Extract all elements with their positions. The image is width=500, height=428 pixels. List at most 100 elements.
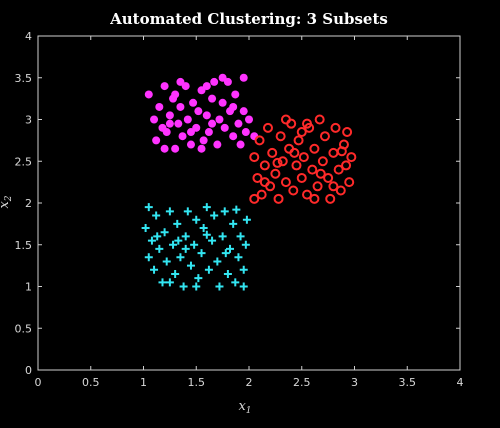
filled-circle-point bbox=[241, 128, 250, 137]
plus-point bbox=[210, 211, 219, 220]
y-tick-label: 3 bbox=[25, 114, 32, 127]
plus-point bbox=[152, 211, 161, 220]
plus-point bbox=[176, 253, 185, 262]
plus-point bbox=[192, 215, 201, 224]
plus-point bbox=[242, 215, 251, 224]
open-circle-point bbox=[317, 156, 328, 167]
x-tick-label: 4 bbox=[457, 376, 464, 389]
open-circle-point bbox=[341, 160, 352, 171]
plus-point bbox=[221, 249, 230, 258]
filled-circle-point bbox=[213, 140, 222, 149]
filled-circle-point bbox=[150, 115, 159, 124]
filled-circle-point bbox=[171, 144, 180, 153]
filled-circle-point bbox=[245, 115, 253, 124]
axis-ticks: 0 0.5 1 1.5 2 2.5 3 3.5 4 0 0.5 1 1.5 2 2.5 3 3.5 4 bbox=[15, 30, 464, 389]
plus-point bbox=[190, 240, 199, 249]
open-circle-point bbox=[346, 152, 357, 163]
open-circle-point bbox=[280, 114, 291, 125]
plus-point bbox=[234, 253, 243, 262]
plus-point bbox=[213, 257, 222, 266]
plus-point bbox=[204, 265, 213, 274]
y-axis-label-base: x bbox=[0, 201, 12, 209]
x-axis-label: x1 bbox=[238, 399, 251, 416]
plus-point bbox=[231, 278, 240, 287]
filled-circle-point bbox=[160, 82, 169, 91]
filled-circle-point bbox=[194, 107, 203, 116]
open-circle-point bbox=[293, 135, 304, 146]
x-tick-label: 0 bbox=[35, 376, 42, 389]
filled-circle-point bbox=[186, 140, 195, 149]
open-circle-point bbox=[273, 193, 284, 204]
filled-circle-point bbox=[229, 102, 238, 111]
x-tick-label: 3.5 bbox=[399, 376, 417, 389]
filled-circle-point bbox=[215, 115, 224, 124]
data-points bbox=[141, 73, 357, 291]
open-circle-point bbox=[319, 131, 330, 142]
open-circle-point bbox=[262, 122, 273, 133]
x-axis-label-base: x bbox=[238, 399, 246, 414]
plus-point bbox=[165, 278, 174, 287]
plus-point bbox=[153, 232, 162, 241]
y-tick-label: 1 bbox=[25, 281, 32, 294]
filled-circle-point bbox=[229, 132, 238, 141]
x-axis-label-subscript: 1 bbox=[246, 406, 252, 416]
plus-point bbox=[147, 236, 156, 245]
plus-point bbox=[169, 240, 178, 249]
filled-circle-point bbox=[234, 119, 243, 128]
x-tick-label: 1 bbox=[140, 376, 147, 389]
open-circle-point bbox=[328, 181, 339, 192]
plus-point bbox=[174, 236, 183, 245]
filled-circle-point bbox=[171, 90, 180, 99]
open-circle-point bbox=[280, 177, 291, 188]
open-circle-point bbox=[256, 189, 267, 200]
filled-circle-point bbox=[144, 90, 153, 99]
plus-point bbox=[155, 244, 164, 253]
open-circle-point bbox=[296, 127, 307, 138]
plus-point bbox=[220, 207, 229, 216]
y-axis-label-subscript: 2 bbox=[4, 195, 14, 202]
plus-point bbox=[181, 244, 190, 253]
plus-point bbox=[239, 282, 248, 291]
plus-point bbox=[181, 232, 190, 241]
y-tick-label: 1.5 bbox=[15, 239, 33, 252]
open-circle-point bbox=[249, 152, 260, 163]
open-circle-point bbox=[296, 172, 307, 183]
plus-point bbox=[141, 224, 150, 233]
open-circle-point bbox=[312, 181, 323, 192]
plus-point bbox=[144, 203, 153, 212]
plus-point bbox=[202, 230, 211, 239]
open-circle-point bbox=[252, 172, 263, 183]
plus-point bbox=[171, 269, 180, 278]
series-1 bbox=[144, 73, 259, 153]
plus-point bbox=[197, 249, 206, 258]
filled-circle-point bbox=[176, 77, 185, 86]
plus-point bbox=[199, 224, 208, 233]
plus-point bbox=[229, 219, 238, 228]
filled-circle-point bbox=[236, 140, 245, 149]
plus-point bbox=[226, 244, 235, 253]
filled-circle-point bbox=[165, 119, 174, 128]
y-tick-label: 4 bbox=[25, 30, 32, 43]
filled-circle-point bbox=[231, 90, 240, 99]
plus-point bbox=[208, 236, 217, 245]
plus-point bbox=[239, 265, 248, 274]
y-tick-label: 2.5 bbox=[15, 155, 33, 168]
open-circle-point bbox=[315, 168, 326, 179]
filled-circle-point bbox=[239, 73, 248, 82]
x-tick-label: 3 bbox=[351, 376, 358, 389]
plot-area bbox=[37, 35, 461, 371]
plus-point bbox=[218, 232, 227, 241]
filled-circle-point bbox=[218, 98, 227, 107]
open-circle-point bbox=[288, 185, 299, 196]
filled-circle-point bbox=[202, 82, 211, 91]
filled-circle-point bbox=[199, 136, 208, 145]
filled-circle-point bbox=[176, 102, 185, 111]
filled-circle-point bbox=[178, 132, 187, 141]
open-circle-point bbox=[302, 118, 313, 129]
open-circle-point bbox=[328, 147, 339, 158]
open-circle-point bbox=[307, 164, 318, 175]
filled-circle-point bbox=[183, 115, 192, 124]
plus-point bbox=[232, 205, 241, 214]
open-circle-point bbox=[259, 160, 270, 171]
